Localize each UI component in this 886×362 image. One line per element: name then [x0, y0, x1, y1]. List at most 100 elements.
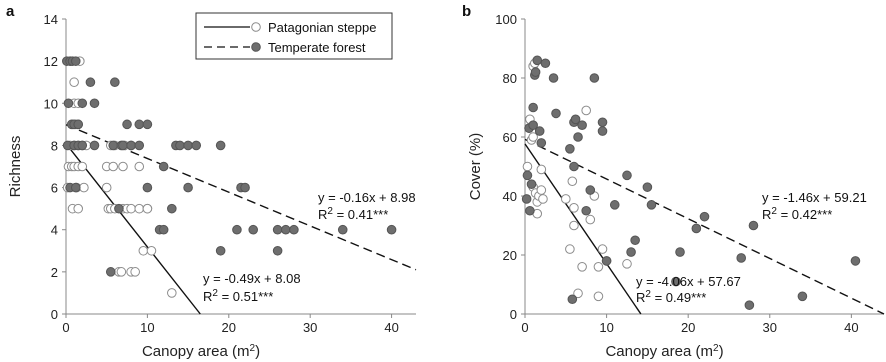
forest-data-point — [597, 126, 608, 136]
forest-data-point — [85, 77, 96, 88]
forest-data-point — [567, 294, 578, 305]
forest-data-point — [110, 77, 120, 88]
y-tick-label: 6 — [51, 181, 58, 196]
forest-r-squared: R2 = 0.42*** — [762, 206, 832, 222]
forest-data-point — [158, 224, 169, 235]
y-tick-label: 8 — [51, 138, 58, 153]
forest-data-point — [748, 220, 759, 231]
forest-data-point — [622, 170, 632, 181]
y-tick-label: 80 — [503, 71, 517, 86]
forest-data-point — [569, 161, 579, 172]
forest-data-point — [540, 58, 551, 69]
x-tick-label: 0 — [62, 320, 69, 335]
steppe-data-point — [77, 161, 88, 172]
forest-data-point — [577, 120, 587, 130]
forest-data-point — [122, 119, 132, 130]
forest-data-point — [597, 117, 608, 128]
forest-data-point — [601, 256, 612, 266]
forest-data-point — [675, 247, 685, 257]
steppe-data-point — [126, 203, 136, 214]
forest-equation: y = -0.16x + 8.98 — [318, 190, 416, 205]
steppe-data-point — [79, 182, 89, 193]
forest-data-point — [797, 291, 808, 302]
steppe-data-point — [565, 244, 575, 254]
steppe-data-point — [536, 185, 547, 195]
steppe-data-point — [573, 288, 583, 299]
forest-data-point — [183, 140, 193, 151]
forest-data-point — [215, 140, 226, 151]
forest-data-point — [232, 224, 242, 235]
steppe-data-point — [585, 214, 596, 225]
forest-data-point — [337, 224, 348, 235]
steppe-data-point — [569, 203, 579, 213]
steppe-data-point — [108, 161, 119, 172]
forest-data-point — [70, 56, 81, 66]
steppe-r-squared: R2 = 0.51*** — [203, 288, 273, 304]
steppe-data-point — [581, 105, 591, 116]
y-tick-label: 14 — [44, 12, 58, 27]
steppe-data-point — [536, 164, 547, 175]
steppe-data-point — [118, 161, 128, 172]
y-tick-label: 40 — [503, 189, 517, 204]
forest-data-point — [175, 140, 185, 151]
forest-data-point — [191, 140, 202, 151]
y-axis-title: Cover (%) — [467, 133, 484, 201]
forest-data-point — [183, 182, 193, 193]
forest-data-point — [526, 179, 537, 189]
steppe-equation: y = -0.49x + 8.08 — [203, 271, 301, 286]
legend-marker-forest — [251, 42, 261, 52]
forest-data-point — [108, 140, 119, 151]
x-axis-title: Canopy area (m2) — [142, 343, 260, 360]
steppe-data-point — [167, 288, 177, 298]
x-tick-label: 0 — [521, 320, 528, 335]
forest-data-point — [522, 170, 533, 181]
y-tick-label: 4 — [51, 223, 58, 238]
forest-data-point — [744, 300, 755, 310]
steppe-data-point — [577, 262, 587, 272]
forest-data-point — [699, 211, 710, 222]
forest-data-point — [521, 194, 532, 204]
forest-data-point — [570, 114, 581, 125]
steppe-data-point — [146, 245, 157, 256]
forest-data-point — [240, 182, 250, 193]
forest-data-point — [530, 67, 541, 77]
forest-equation: y = -1.46x + 59.21 — [762, 190, 867, 205]
forest-data-point — [215, 245, 226, 256]
steppe-data-point — [593, 291, 604, 302]
forest-r-squared: R2 = 0.41*** — [318, 206, 388, 222]
forest-data-point — [534, 126, 545, 136]
forest-regression-line — [524, 138, 885, 315]
x-tick-label: 40 — [384, 320, 398, 335]
steppe-equation: y = -4.06x + 57.67 — [636, 274, 741, 289]
forest-data-point — [272, 224, 283, 235]
steppe-data-point — [522, 161, 533, 172]
steppe-data-point — [134, 161, 145, 172]
forest-data-point — [63, 98, 74, 109]
y-tick-label: 0 — [51, 307, 58, 322]
panel-label-b: b — [462, 3, 471, 20]
y-tick-label: 20 — [503, 248, 517, 263]
forest-data-point — [386, 224, 397, 235]
forest-data-point — [114, 203, 124, 214]
legend-box — [195, 12, 393, 60]
forest-data-point — [105, 267, 116, 277]
steppe-data-point — [101, 182, 112, 193]
y-tick-label: 12 — [44, 54, 58, 69]
forest-data-point — [272, 245, 283, 256]
forest-data-point — [289, 224, 299, 235]
forest-data-point — [630, 235, 640, 246]
y-tick-label: 10 — [44, 96, 58, 111]
steppe-data-point — [73, 203, 84, 214]
steppe-data-point — [528, 132, 538, 142]
forest-data-point — [280, 224, 291, 235]
steppe-data-point — [69, 77, 79, 88]
steppe-data-point — [538, 194, 548, 204]
legend-label-steppe: Patagonian steppe — [268, 20, 376, 35]
y-tick-label: 100 — [495, 12, 517, 27]
forest-data-point — [573, 132, 583, 142]
steppe-data-point — [116, 267, 127, 277]
forest-data-point — [248, 224, 259, 235]
forest-data-point — [536, 138, 547, 148]
